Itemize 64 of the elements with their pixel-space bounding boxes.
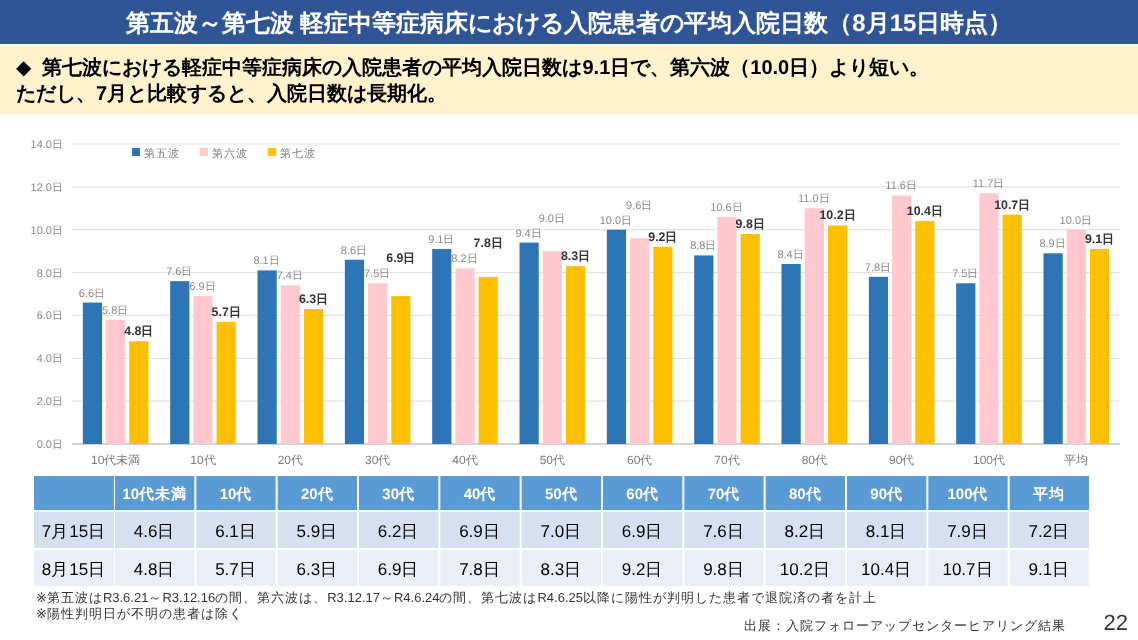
bar <box>368 283 388 444</box>
chart-subtitle: ◆ 第七波における軽症中等症病床の入院患者の平均入院日数は9.1日で、第六波（10.0日）より短い。ただし、7月と比較すると、入院日数は長期化。 <box>16 56 930 106</box>
bar <box>565 266 586 444</box>
bar <box>717 216 737 444</box>
bar <box>804 208 824 444</box>
bar <box>979 193 999 444</box>
bar <box>106 319 126 444</box>
bar <box>606 229 627 444</box>
bar <box>129 341 149 444</box>
bar <box>303 309 324 444</box>
data-label: 5.9日 <box>296 521 339 541</box>
bar <box>432 249 452 444</box>
bar <box>956 283 976 444</box>
data-label: 6.9日 <box>621 521 664 541</box>
bar <box>653 246 673 444</box>
data-label: 9.2日 <box>621 559 664 579</box>
data-label: 6.1日 <box>215 521 257 541</box>
data-label: 4.8日 <box>133 559 176 579</box>
data-label: 6.9日 <box>459 521 501 541</box>
chart-title: 第五波～第七波 軽症中等症病床における入院患者の平均入院日数（8月15日時点） <box>123 9 1013 37</box>
bar <box>1043 253 1063 444</box>
data-label: 6.2日 <box>377 521 420 541</box>
data-label: 9.1日 <box>1028 559 1071 579</box>
bar <box>257 270 277 444</box>
data-label: 9.8日 <box>703 559 745 579</box>
data-label: 6.3日 <box>296 559 339 579</box>
bar <box>193 296 213 444</box>
data-label: 4.6日 <box>133 521 176 541</box>
bar <box>1002 214 1022 444</box>
bar <box>781 264 801 444</box>
data-label: 10.4日 <box>861 559 913 579</box>
data-label: 7.8日 <box>459 559 501 579</box>
data-label: 8.1日 <box>865 521 908 541</box>
bar <box>478 276 498 444</box>
bar <box>827 225 848 444</box>
bar <box>82 302 103 444</box>
bar <box>630 238 650 444</box>
bar <box>1066 229 1086 444</box>
bar <box>216 321 236 444</box>
y-tick-label: 7月15日 <box>41 521 107 541</box>
data-label: 8.3日 <box>540 559 583 579</box>
text: 22 <box>1103 612 1128 636</box>
data-label: 7.2日 <box>1028 521 1071 541</box>
bar <box>915 221 935 444</box>
data-label: 10.7日 <box>942 559 994 579</box>
data-label: 7.9日 <box>947 521 989 541</box>
data-label: 8.2日 <box>784 521 827 541</box>
bar <box>391 296 411 444</box>
bar <box>694 255 714 444</box>
data-label: 7.6日 <box>703 521 745 541</box>
bar <box>542 251 562 444</box>
bar <box>740 234 760 444</box>
y-tick-label: 8月15日 <box>41 559 107 579</box>
bar <box>1089 249 1110 444</box>
bar <box>344 259 365 444</box>
bar <box>455 268 475 444</box>
data-label: 10.2日 <box>779 559 831 579</box>
bar <box>519 242 539 444</box>
data-label: 6.9日 <box>377 559 420 579</box>
bar <box>868 276 889 444</box>
bar <box>280 285 300 444</box>
bar <box>170 281 190 444</box>
data-label: 5.7日 <box>215 559 257 579</box>
data-label: 7.0日 <box>540 521 583 541</box>
